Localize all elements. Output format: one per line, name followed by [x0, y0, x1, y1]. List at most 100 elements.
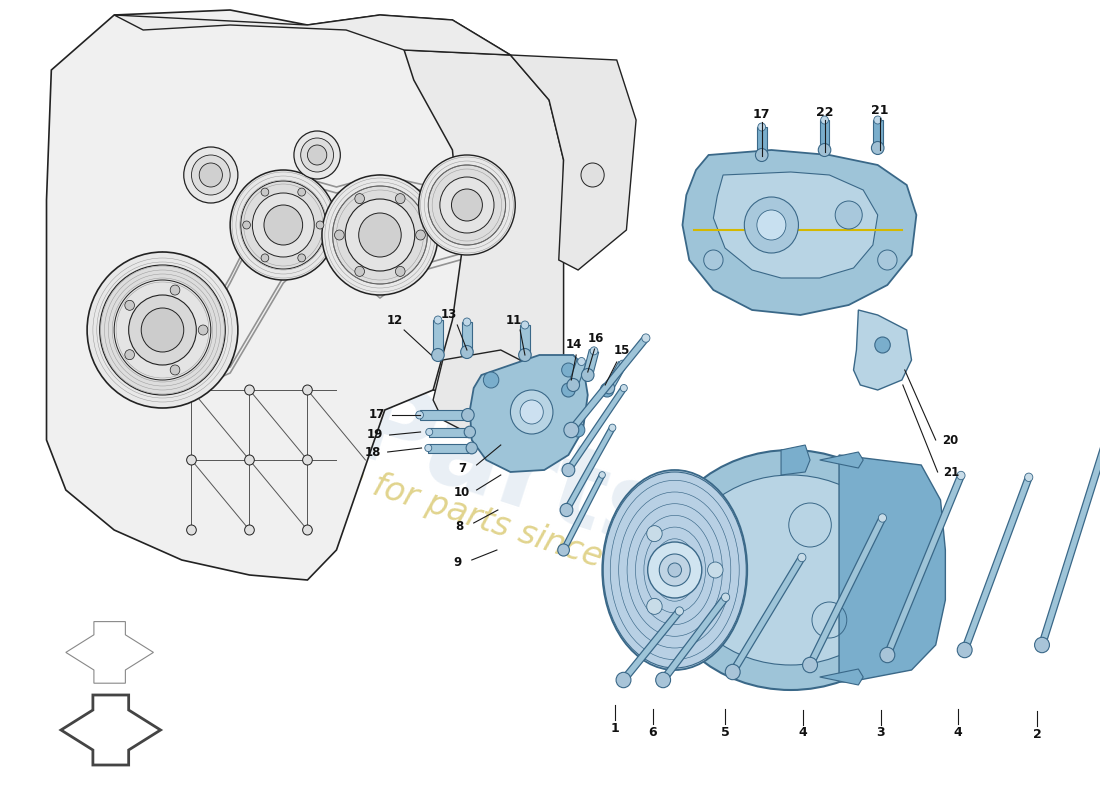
Circle shape — [521, 321, 529, 329]
Polygon shape — [839, 455, 945, 682]
Polygon shape — [428, 443, 472, 453]
Polygon shape — [433, 320, 443, 355]
Polygon shape — [114, 15, 510, 55]
Polygon shape — [682, 150, 916, 315]
Circle shape — [332, 186, 427, 284]
Polygon shape — [470, 355, 587, 472]
Circle shape — [462, 409, 474, 422]
Text: 1: 1 — [610, 722, 619, 734]
Circle shape — [426, 429, 432, 435]
Circle shape — [355, 194, 364, 204]
Text: 21: 21 — [871, 103, 889, 117]
Text: 10: 10 — [454, 486, 470, 499]
Circle shape — [758, 123, 766, 131]
Text: 4: 4 — [799, 726, 807, 739]
Polygon shape — [46, 10, 563, 580]
Circle shape — [298, 254, 306, 262]
Circle shape — [510, 390, 553, 434]
Circle shape — [416, 411, 424, 419]
Polygon shape — [564, 426, 615, 511]
Circle shape — [641, 334, 650, 342]
Polygon shape — [429, 427, 470, 437]
Circle shape — [578, 358, 585, 366]
Circle shape — [590, 347, 598, 355]
Circle shape — [581, 163, 604, 187]
Polygon shape — [510, 55, 636, 270]
Circle shape — [582, 369, 594, 382]
Circle shape — [821, 116, 828, 124]
Circle shape — [395, 194, 405, 204]
Circle shape — [798, 554, 806, 562]
Polygon shape — [60, 695, 161, 765]
Circle shape — [722, 593, 729, 602]
Circle shape — [520, 400, 543, 424]
Text: 15: 15 — [614, 345, 630, 358]
Circle shape — [1035, 638, 1049, 653]
Circle shape — [316, 221, 323, 229]
Text: 14: 14 — [566, 338, 582, 350]
Circle shape — [879, 514, 887, 522]
Circle shape — [431, 349, 444, 362]
Polygon shape — [873, 120, 882, 148]
Circle shape — [100, 265, 226, 395]
Circle shape — [170, 285, 180, 295]
Circle shape — [419, 155, 515, 255]
Circle shape — [461, 346, 473, 358]
Circle shape — [141, 308, 184, 352]
Circle shape — [244, 455, 254, 465]
Text: 12: 12 — [386, 314, 403, 326]
Circle shape — [616, 672, 631, 688]
Circle shape — [129, 295, 196, 365]
Text: euroParts: euroParts — [67, 284, 683, 576]
Polygon shape — [433, 350, 530, 435]
Circle shape — [704, 250, 723, 270]
Circle shape — [647, 598, 662, 614]
Circle shape — [124, 300, 134, 310]
Circle shape — [878, 250, 896, 270]
Polygon shape — [605, 362, 626, 390]
Polygon shape — [660, 595, 728, 682]
Polygon shape — [620, 609, 682, 682]
Ellipse shape — [680, 475, 902, 665]
Circle shape — [668, 563, 682, 577]
Circle shape — [334, 230, 344, 240]
Circle shape — [871, 142, 884, 154]
Circle shape — [302, 455, 312, 465]
Circle shape — [873, 116, 881, 124]
Circle shape — [1025, 473, 1033, 482]
Circle shape — [564, 422, 579, 438]
Circle shape — [566, 378, 580, 391]
Circle shape — [300, 138, 333, 172]
Circle shape — [243, 221, 251, 229]
Circle shape — [244, 525, 254, 535]
Text: 9: 9 — [453, 557, 461, 570]
Text: 17: 17 — [754, 109, 770, 122]
Text: 20: 20 — [942, 434, 958, 446]
Circle shape — [483, 372, 498, 388]
Text: 21: 21 — [943, 466, 959, 478]
Circle shape — [345, 199, 415, 271]
Circle shape — [261, 188, 268, 196]
Circle shape — [264, 205, 303, 245]
Circle shape — [308, 145, 327, 165]
Circle shape — [609, 424, 616, 431]
Circle shape — [619, 360, 626, 367]
Circle shape — [241, 181, 326, 269]
Text: 22: 22 — [816, 106, 834, 118]
Polygon shape — [583, 350, 598, 376]
Circle shape — [428, 165, 506, 245]
Circle shape — [675, 607, 683, 615]
Polygon shape — [566, 386, 626, 472]
Polygon shape — [561, 474, 605, 551]
Circle shape — [198, 325, 208, 335]
Text: 3: 3 — [877, 726, 884, 739]
Circle shape — [114, 280, 211, 380]
Text: 19: 19 — [367, 429, 383, 442]
Circle shape — [620, 385, 627, 392]
Circle shape — [184, 147, 238, 203]
Circle shape — [518, 349, 531, 362]
Text: 6: 6 — [648, 726, 657, 738]
Polygon shape — [807, 516, 886, 666]
Text: 17: 17 — [368, 409, 385, 422]
Circle shape — [294, 131, 340, 179]
